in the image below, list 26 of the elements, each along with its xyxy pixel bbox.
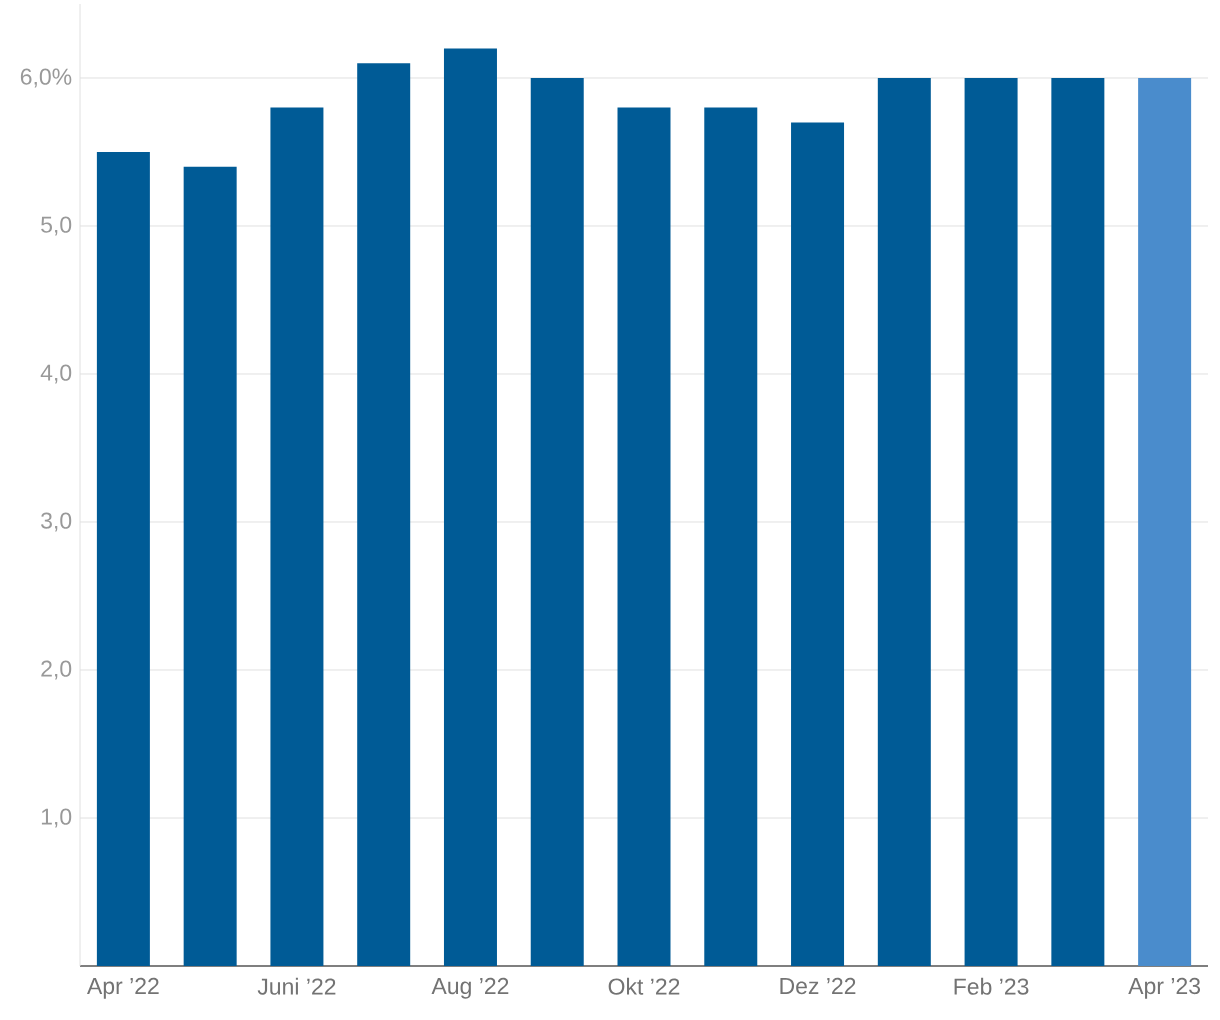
y-tick-label: 2,0 — [41, 660, 72, 680]
x-tick-label: Feb ’23 — [954, 977, 1029, 995]
x-tick-label: Aug ’22 — [431, 977, 509, 999]
bar — [183, 166, 237, 966]
bar — [1138, 77, 1192, 966]
bar — [1051, 77, 1105, 966]
bar — [357, 63, 411, 966]
x-tick-label: Okt ’22 — [608, 977, 680, 995]
bar — [530, 77, 584, 966]
y-tick-label: 6,0% — [20, 68, 72, 88]
x-tick-label: Apr ’22 — [86, 977, 159, 999]
bar — [443, 48, 497, 966]
y-tick-label: 3,0 — [41, 512, 72, 532]
bar — [270, 107, 324, 966]
bar — [791, 122, 845, 966]
x-tick-label: Dez ’22 — [780, 977, 856, 995]
x-tick-label: Apr ’23 — [1128, 977, 1201, 999]
bar — [96, 151, 150, 966]
x-tick-label: Juni ’22 — [257, 977, 336, 995]
bar — [617, 107, 671, 966]
bar — [877, 77, 931, 966]
y-tick-label: 4,0 — [40, 364, 72, 384]
y-tick-label: 1,0 — [41, 808, 72, 828]
bar — [964, 77, 1018, 966]
y-tick-label: 5,0 — [41, 216, 72, 236]
bar — [704, 107, 758, 966]
